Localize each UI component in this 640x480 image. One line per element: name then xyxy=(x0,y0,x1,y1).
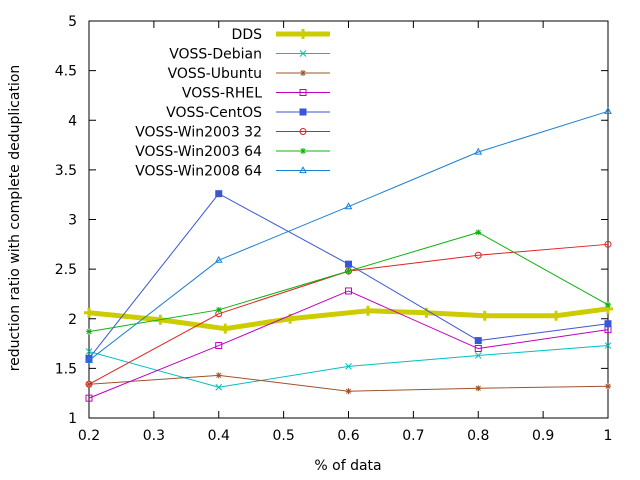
legend-label: VOSS-RHEL xyxy=(182,86,262,102)
axis-tick-labels: 0.2 0.3 0.4 0.5 0.6 0.7 0.8 0.9 1 1 1.5 2 2.5 3 3.5 4 4.… xyxy=(55,14,613,444)
series-voss-centos xyxy=(85,190,612,362)
series-voss-ubuntu xyxy=(86,372,611,395)
x-axis-label: % of data xyxy=(314,458,381,474)
data-point xyxy=(479,310,490,321)
data-point xyxy=(299,89,307,96)
series-layer xyxy=(84,106,613,402)
data-point xyxy=(220,323,231,334)
data-point xyxy=(421,307,432,318)
legend-label: VOSS-CentOS xyxy=(166,105,262,121)
y-axis-label: reduction ratio with complete deduplicat… xyxy=(7,65,23,372)
legend-label: DDS xyxy=(232,27,263,43)
series-voss-rhel xyxy=(85,287,612,402)
data-point xyxy=(85,356,93,364)
x-tick-label: 0.3 xyxy=(143,428,165,444)
data-point xyxy=(474,147,483,155)
data-point xyxy=(345,388,352,395)
data-point xyxy=(604,106,612,114)
legend-label: VOSS-Win2008 64 xyxy=(135,164,262,180)
data-point xyxy=(475,229,482,236)
series-voss-win2003-64 xyxy=(86,229,611,335)
y-tick-label: 1 xyxy=(68,411,77,427)
data-point xyxy=(345,260,352,268)
y-tick-label: 4.5 xyxy=(55,64,77,80)
data-point xyxy=(345,363,352,370)
legend-entry: VOSS-Win2003 32 xyxy=(135,125,330,141)
data-point xyxy=(299,108,307,116)
data-point xyxy=(215,306,222,313)
series-voss-win2008-64 xyxy=(85,106,612,364)
data-point xyxy=(86,328,92,335)
y-tick-label: 4 xyxy=(68,113,77,129)
legend: DDS VOSS-Debian VOSS-Ubuntu VOSS-RHEL VOSS-C… xyxy=(135,27,330,180)
data-point xyxy=(474,352,482,359)
legend-entry: VOSS-CentOS xyxy=(166,105,330,121)
data-point xyxy=(85,394,93,402)
data-point xyxy=(300,148,306,154)
data-point xyxy=(215,190,223,198)
series-line xyxy=(88,290,609,399)
x-tick-label: 0.6 xyxy=(337,428,359,444)
data-point xyxy=(85,380,93,388)
legend-label: VOSS-Ubuntu xyxy=(168,66,262,82)
data-point xyxy=(85,348,93,355)
legend-entry: VOSS-RHEL xyxy=(182,86,330,102)
legend-label: VOSS-Win2003 32 xyxy=(135,125,262,141)
data-point xyxy=(344,202,353,210)
x-tick-label: 0.5 xyxy=(272,428,294,444)
y-tick-label: 1.5 xyxy=(55,361,77,377)
x-tick-label: 0.2 xyxy=(78,428,100,444)
legend-entry: VOSS-Ubuntu xyxy=(168,66,330,82)
data-point xyxy=(604,240,612,248)
data-point xyxy=(215,383,223,391)
x-tick-label: 0.9 xyxy=(532,428,554,444)
x-tick-label: 0.7 xyxy=(402,428,424,444)
data-point xyxy=(604,342,612,349)
data-point xyxy=(299,166,307,174)
y-tick-label: 5 xyxy=(68,14,77,30)
data-point xyxy=(474,337,482,345)
data-point xyxy=(474,251,482,259)
data-point xyxy=(475,385,482,392)
legend-entry: DDS xyxy=(232,27,330,43)
legend-label: VOSS-Debian xyxy=(169,47,262,63)
y-tick-label: 2 xyxy=(68,312,77,328)
data-point xyxy=(300,70,306,76)
data-point xyxy=(605,383,611,390)
axis-ticks xyxy=(88,20,609,419)
data-point xyxy=(84,307,94,318)
data-point xyxy=(345,287,352,295)
data-point xyxy=(362,305,373,316)
x-tick-label: 1 xyxy=(604,428,613,444)
series-line xyxy=(88,110,609,361)
legend-entry: VOSS-Win2008 64 xyxy=(135,164,330,180)
y-tick-label: 3.5 xyxy=(55,163,77,179)
data-point xyxy=(474,345,482,353)
x-tick-label: 0.4 xyxy=(208,428,230,444)
legend-entry: VOSS-Win2003 64 xyxy=(135,144,330,160)
data-point xyxy=(215,342,223,350)
data-point xyxy=(298,29,308,39)
legend-label: VOSS-Win2003 64 xyxy=(135,144,262,160)
data-point xyxy=(551,310,562,321)
x-tick-label: 0.8 xyxy=(467,428,489,444)
series-voss-debian xyxy=(85,342,612,391)
data-point xyxy=(605,301,611,308)
y-tick-label: 3 xyxy=(68,213,77,229)
data-point xyxy=(345,268,352,275)
data-point xyxy=(214,255,223,263)
data-point xyxy=(604,320,612,328)
data-point xyxy=(215,372,222,379)
series-line xyxy=(88,193,609,359)
y-tick-label: 2.5 xyxy=(55,262,77,278)
data-point xyxy=(299,128,307,135)
data-point xyxy=(299,50,307,57)
legend-entry: VOSS-Debian xyxy=(169,47,330,63)
